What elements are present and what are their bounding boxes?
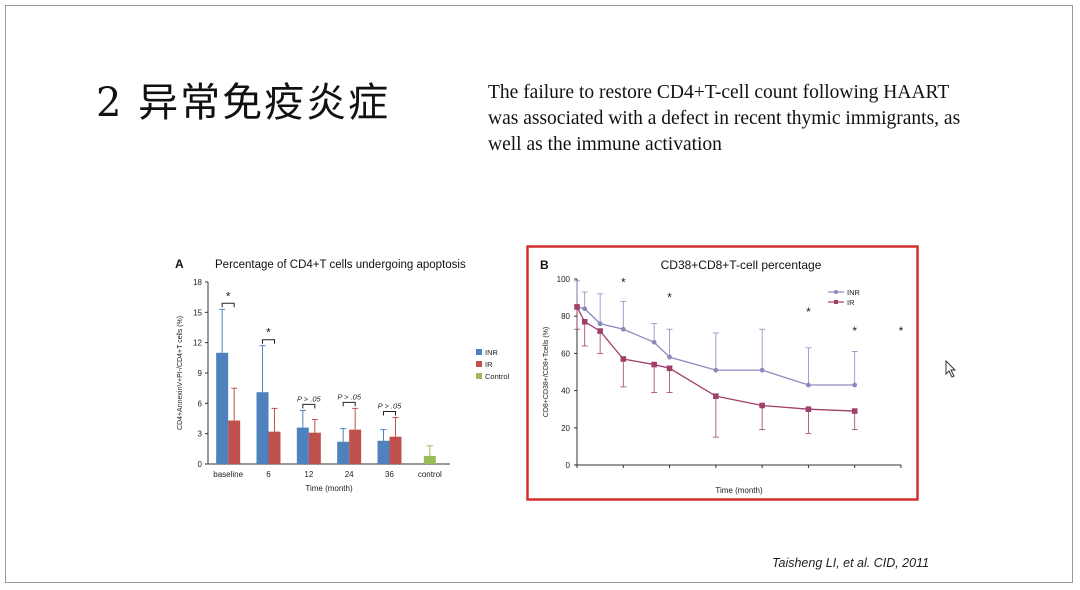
panel-b-series-line	[576, 306, 855, 412]
panel-a-significance-label: P > .05	[297, 394, 322, 403]
panel-b-y-tick-label: 60	[561, 349, 570, 358]
panel-b-point	[805, 406, 812, 412]
panel-a-significance-label: *	[226, 289, 231, 303]
panel-a-y-axis-label: CD4+AnnexinV+PI-/CD4+T cells (%)	[177, 316, 184, 430]
panel-b-point	[597, 328, 603, 334]
panel-b-significance-star: *	[899, 324, 904, 338]
panel-b-point	[620, 356, 627, 362]
panel-b-point	[759, 402, 765, 409]
panel-a-y-tick-label: 15	[193, 308, 202, 317]
panel-b-legend-marker	[834, 300, 838, 304]
panel-b-highlight-border	[526, 245, 919, 501]
panel-b-point	[851, 408, 858, 414]
panel-b-point	[666, 365, 673, 372]
panel-a-significance-bracket	[302, 403, 316, 409]
panel-b-significance-star: *	[806, 305, 811, 319]
panel-b-legend-label: IR	[847, 298, 855, 307]
panel-b-y-axis-label: CD8+CD38+/CD8+Tcells (%)	[543, 327, 550, 417]
panel-a-bar	[349, 429, 362, 464]
panel-a-bar	[228, 420, 241, 464]
panel-a-y-tick-label: 6	[198, 399, 203, 408]
panel-b-point	[581, 318, 588, 325]
panel-b-significance-star: *	[852, 324, 857, 338]
panel-b-point	[667, 354, 672, 360]
panel-b-y-tick-label: 0	[566, 461, 571, 470]
panel-a-significance-bracket	[342, 401, 356, 407]
panel-a-bar	[337, 441, 350, 464]
panel-a-bar	[377, 440, 390, 464]
panel-a-significance-label: *	[266, 326, 271, 340]
panel-b-point	[806, 382, 811, 388]
panel-b-significance-star: *	[621, 275, 626, 289]
panel-b-x-axis-label: Time (month)	[715, 486, 763, 495]
panel-a-legend-swatch	[476, 361, 482, 367]
panel-b-series-line	[576, 306, 855, 386]
panel-a-bar	[268, 431, 281, 464]
panel-a-bar	[256, 392, 269, 464]
panel-a-bar	[389, 436, 402, 464]
panel-a-x-axis-label: Time (month)	[305, 484, 353, 493]
panel-b-legend-marker	[834, 290, 838, 294]
panel-a-x-tick-label: 36	[385, 470, 394, 479]
panel-a-legend-label: INR	[485, 348, 499, 357]
panel-b-title: CD38+CD8+T-cell percentage	[661, 258, 822, 272]
panel-b-y-tick-label: 100	[557, 275, 571, 284]
chart-a-apoptosis: A Percentage of CD4+T cells undergoing ap…	[175, 257, 510, 493]
panel-a-legend-label: Control	[485, 372, 510, 381]
panel-a-significance-bracket	[383, 410, 396, 416]
panel-b-significance-star: *	[667, 290, 672, 304]
panel-b-y-tick-label: 20	[561, 424, 570, 433]
description-line-2: was associated with a defect in recent t…	[488, 108, 961, 129]
description-line-1: The failure to restore CD4+T-cell count …	[488, 82, 950, 103]
panel-a-bar	[308, 432, 321, 464]
panel-a-bar	[216, 352, 229, 464]
panel-a-y-tick-label: 9	[198, 369, 203, 378]
slide-frame	[5, 5, 1073, 583]
panel-a-y-tick-label: 0	[198, 460, 203, 469]
panel-b-point	[713, 393, 719, 399]
panel-a-significance-label: P > .05	[337, 392, 362, 401]
description-line-3: well as the immune activation	[488, 134, 722, 155]
panel-a-y-tick-label: 18	[193, 278, 202, 287]
panel-a-y-tick-label: 12	[193, 339, 202, 348]
panel-b-y-tick-label: 80	[561, 312, 570, 321]
panel-a-letter: A	[175, 257, 184, 271]
panel-b-y-tick-label: 40	[561, 387, 570, 396]
chart-b-cd38: B CD38+CD8+T-cell percentage 0 20 40 60 80 100 C…	[526, 245, 919, 501]
slide-title: 2 异常免疫炎症	[96, 80, 391, 126]
citation: Taisheng LI, et al. CID, 2011	[772, 556, 930, 570]
panel-a-title: Percentage of CD4+T cells undergoing apo…	[215, 259, 466, 271]
panel-a-significance-bracket	[221, 302, 235, 308]
panel-a-legend-label: IR	[485, 360, 493, 369]
panel-b-legend-label: INR	[847, 288, 861, 297]
panel-b-point	[597, 321, 603, 327]
panel-a-x-tick-label: 24	[345, 470, 354, 479]
panel-a-x-tick-label: 12	[304, 470, 313, 479]
slide-description: The failure to restore CD4+T-cell count …	[488, 80, 1048, 158]
panel-a-x-tick-label: baseline	[213, 470, 243, 479]
panel-b-point	[759, 367, 765, 373]
panel-a-x-tick-label: 6	[266, 470, 271, 479]
panel-b-point	[620, 326, 626, 332]
panel-a-bar	[423, 455, 436, 464]
panel-b-point	[713, 367, 719, 373]
panel-a-significance-bracket	[262, 339, 275, 344]
panel-a-significance-label: P > .05	[378, 401, 403, 410]
panel-b-point	[651, 361, 657, 368]
panel-a-y-tick-label: 3	[198, 430, 203, 439]
panel-a-x-tick-label: control	[418, 470, 442, 479]
panel-a-bar	[296, 427, 309, 464]
panel-b-point	[852, 382, 858, 388]
panel-a-legend-swatch	[476, 349, 482, 355]
panel-a-legend-swatch	[476, 373, 482, 379]
panel-b-letter: B	[540, 258, 549, 272]
panel-b-point	[651, 339, 657, 345]
mouse-pointer-icon	[945, 360, 957, 378]
panel-b-point	[582, 306, 588, 312]
panel-b-point	[574, 304, 580, 310]
